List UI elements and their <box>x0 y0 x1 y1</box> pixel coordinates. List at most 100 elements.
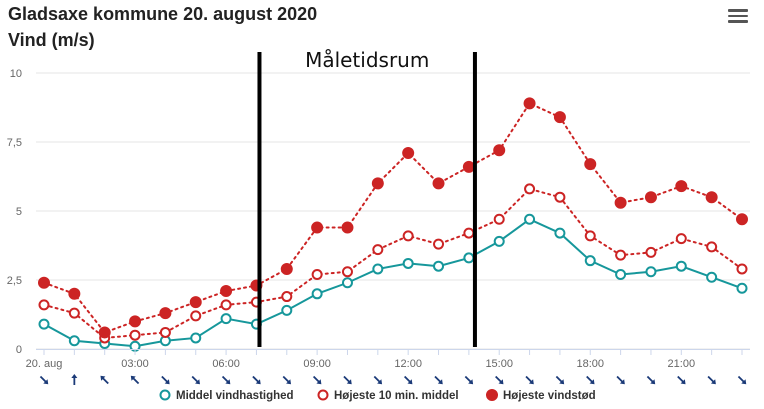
arrow-head <box>528 379 534 385</box>
data-point[interactable] <box>523 97 536 110</box>
legend-label: Højeste vindstød <box>503 390 596 402</box>
data-point[interactable] <box>462 160 475 173</box>
data-point[interactable] <box>98 326 111 339</box>
arrow-head <box>437 379 443 385</box>
arrow-head <box>468 379 474 385</box>
data-point[interactable] <box>341 266 353 278</box>
data-point[interactable] <box>432 177 445 190</box>
wind-direction-arrow-icon <box>343 375 352 385</box>
data-point[interactable] <box>68 287 81 300</box>
data-point[interactable] <box>493 213 505 225</box>
data-point[interactable] <box>584 230 596 242</box>
data-point[interactable] <box>524 183 536 195</box>
arrow-head <box>710 379 716 385</box>
data-point[interactable] <box>615 249 627 261</box>
data-point[interactable] <box>190 332 202 344</box>
legend-item[interactable]: Højeste vindstød <box>486 389 596 403</box>
hamburger-menu-icon[interactable] <box>726 6 750 28</box>
data-point[interactable] <box>68 307 80 319</box>
wind-direction-arrow-icon <box>39 375 49 385</box>
data-point[interactable] <box>220 299 232 311</box>
x-tick-label: 09:00 <box>303 358 331 370</box>
data-point[interactable] <box>372 244 384 256</box>
wind-direction-arrow-icon <box>252 375 261 385</box>
series-line-1 <box>43 218 743 348</box>
data-point[interactable] <box>554 191 566 203</box>
data-point[interactable] <box>189 296 202 309</box>
legend-item[interactable]: Højeste 10 min. middel <box>317 389 459 402</box>
data-point[interactable] <box>463 227 475 239</box>
data-point[interactable] <box>433 260 445 272</box>
legend-label: Højeste 10 min. middel <box>334 390 459 402</box>
data-point[interactable] <box>220 285 233 298</box>
data-point[interactable] <box>706 271 718 283</box>
data-point[interactable] <box>493 235 505 247</box>
data-point[interactable] <box>584 158 597 171</box>
data-point[interactable] <box>402 257 414 269</box>
data-point[interactable] <box>38 276 50 289</box>
data-point[interactable] <box>493 144 506 157</box>
legend-item[interactable]: Middel vindhastighed <box>159 389 294 402</box>
data-point[interactable] <box>675 260 687 272</box>
wind-direction-arrow-icon <box>495 375 504 385</box>
data-point[interactable] <box>615 268 627 280</box>
arrow-head <box>559 379 565 385</box>
data-point[interactable] <box>38 318 50 330</box>
data-point[interactable] <box>281 291 293 303</box>
arrow-head <box>316 379 322 385</box>
data-point[interactable] <box>614 196 627 209</box>
data-point[interactable] <box>524 213 536 225</box>
data-point[interactable] <box>554 227 566 239</box>
data-point[interactable] <box>68 335 80 347</box>
wind-direction-arrow-icon <box>404 375 413 385</box>
data-point[interactable] <box>341 277 353 289</box>
data-point[interactable] <box>220 313 232 325</box>
data-point[interactable] <box>433 238 445 250</box>
arrow-shaft <box>495 375 502 383</box>
data-point[interactable] <box>645 266 657 278</box>
data-point[interactable] <box>553 111 566 124</box>
data-point[interactable] <box>736 263 748 275</box>
data-point[interactable] <box>706 241 718 253</box>
data-point[interactable] <box>584 255 596 267</box>
data-point[interactable] <box>281 304 293 316</box>
arrow-head <box>498 379 504 385</box>
arrow-shaft <box>737 375 745 383</box>
data-point[interactable] <box>280 262 293 275</box>
arrow-shaft <box>616 375 624 383</box>
arrow-shaft <box>132 377 140 385</box>
data-point[interactable] <box>159 326 171 338</box>
wind-direction-arrow-icon <box>191 375 200 385</box>
arrow-head <box>650 379 656 385</box>
data-point[interactable] <box>371 177 384 190</box>
arrow-shaft <box>586 375 594 383</box>
data-point[interactable] <box>644 191 657 204</box>
chart-title: Gladsaxe kommune 20. august 2020 <box>8 4 318 24</box>
data-point[interactable] <box>675 180 688 193</box>
data-point[interactable] <box>736 282 748 294</box>
data-point[interactable] <box>705 191 718 204</box>
data-point[interactable] <box>38 299 50 311</box>
data-point[interactable] <box>402 147 415 160</box>
arrow-head <box>164 379 170 385</box>
data-point[interactable] <box>463 252 475 264</box>
x-tick-label: 21:00 <box>668 358 696 370</box>
data-point[interactable] <box>129 329 141 341</box>
data-point[interactable] <box>341 221 354 234</box>
wind-direction-arrow-icon <box>130 375 140 385</box>
data-point[interactable] <box>645 246 657 258</box>
data-point[interactable] <box>129 315 142 328</box>
data-point[interactable] <box>736 213 748 226</box>
wind-direction-arrow-icon <box>434 375 443 385</box>
arrow-head <box>377 379 383 385</box>
data-point[interactable] <box>159 307 172 320</box>
data-point[interactable] <box>372 263 384 275</box>
data-point[interactable] <box>311 221 324 234</box>
data-point[interactable] <box>402 230 414 242</box>
data-point[interactable] <box>190 310 202 322</box>
arrow-head <box>43 379 49 385</box>
y-tick-label: 5 <box>16 206 22 218</box>
data-point[interactable] <box>675 233 687 245</box>
data-point[interactable] <box>311 288 323 300</box>
data-point[interactable] <box>311 268 323 280</box>
